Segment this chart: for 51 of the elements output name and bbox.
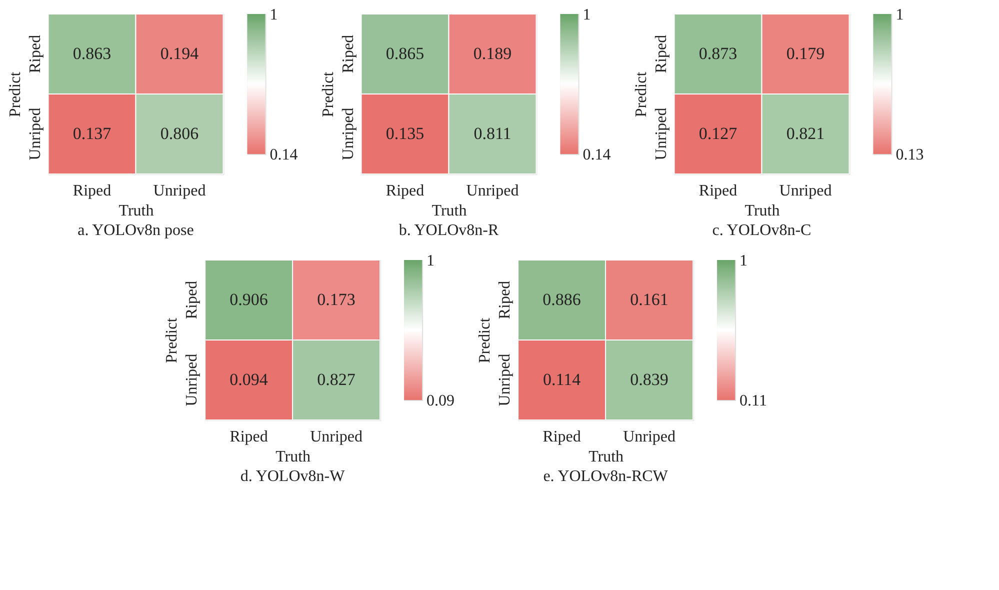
color-bar-label: 1 (582, 6, 591, 24)
text: c. YOLOv8n-C (712, 222, 812, 239)
color-bar-label: 0.11 (740, 392, 767, 410)
y-axis-title: Predict (164, 317, 181, 364)
data-label: 0.189 (473, 44, 512, 63)
y-axis-title: Predict (476, 317, 494, 364)
color-bar-label: 0.14 (270, 146, 298, 164)
color-bar-label: 1 (270, 6, 278, 24)
x-axis-title: Truth (276, 448, 311, 466)
color-bar-label: 0.14 (582, 146, 611, 164)
y-axis-title: Predict (320, 71, 337, 118)
data-label: 0.173 (317, 290, 356, 309)
data-label: 0.865 (386, 44, 424, 63)
x-tick-label: Riped (698, 182, 738, 200)
x-axis-title: Truth (744, 202, 780, 220)
data-label: 0.886 (542, 290, 581, 309)
x-axis-title: Truth (118, 202, 154, 220)
data-label: 0.827 (317, 370, 356, 389)
data-label: 0.179 (786, 44, 825, 63)
data-label: 0.873 (698, 44, 738, 63)
data-label: 0.161 (630, 290, 668, 309)
color-bar-label: 1 (426, 252, 435, 270)
x-tick-label: Riped (386, 182, 424, 200)
color-bar-label: 0.09 (426, 392, 455, 410)
x-axis-title: Truth (588, 448, 624, 466)
color-bar-label: 1 (740, 252, 748, 270)
data-label: 0.863 (72, 44, 112, 63)
data-label: 0.906 (230, 290, 268, 309)
y-axis-title: Predict (6, 71, 24, 118)
data-label: 0.821 (786, 124, 825, 143)
data-label: 0.135 (386, 124, 424, 143)
x-tick-label: Unriped (779, 182, 832, 200)
text: d. YOLOv8n-W (240, 468, 346, 485)
text: b. YOLOv8n-R (398, 222, 499, 239)
data-label: 0.094 (230, 370, 268, 389)
color-bar-label: 1 (896, 6, 904, 24)
y-axis-title: Predict (632, 71, 650, 118)
x-axis-title: Truth (432, 202, 467, 220)
data-label: 0.806 (160, 124, 199, 143)
data-label: 0.839 (630, 370, 668, 389)
color-bar-label: 0.13 (896, 146, 924, 164)
data-label: 0.194 (160, 44, 200, 63)
data-label: 0.811 (474, 124, 512, 143)
x-tick-label: Riped (542, 428, 581, 446)
data-label: 0.127 (698, 124, 738, 143)
text: e. YOLOv8n-RCW (543, 468, 669, 485)
x-tick-label: Riped (230, 428, 268, 446)
data-label: 0.114 (542, 370, 582, 389)
text: a. YOLOv8n pose (78, 222, 194, 239)
x-tick-label: Riped (72, 182, 112, 200)
data-label: 0.137 (72, 124, 112, 143)
